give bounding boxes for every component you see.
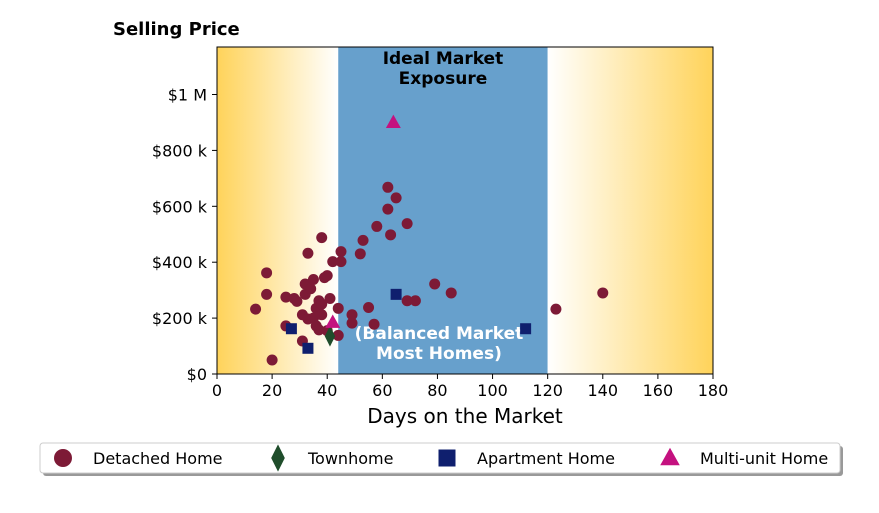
detached-home-point (332, 302, 344, 314)
multi-unit-home-point (325, 314, 341, 328)
apartment-home-point (520, 323, 532, 335)
x-tick-label: 80 (427, 381, 447, 400)
detached-home-point (597, 287, 609, 299)
x-tick-label: 40 (317, 381, 337, 400)
legend-marker-townhome (271, 444, 285, 472)
chart-title: Selling Price (113, 19, 240, 40)
detached-home-point (313, 324, 325, 336)
detached-home-point (550, 303, 562, 315)
band-top-label-line: Exposure (399, 69, 488, 89)
detached-home-point (385, 229, 397, 241)
detached-home-point (335, 246, 347, 258)
detached-home-point (363, 301, 375, 313)
detached-home-point (382, 203, 394, 215)
detached-home-point (335, 256, 347, 268)
x-tick-label: 180 (698, 381, 729, 400)
detached-home-point (445, 287, 457, 299)
y-tick-label: $400 k (152, 253, 208, 272)
data-points (250, 114, 609, 366)
y-tick-label: $800 k (152, 141, 208, 160)
legend: Detached Home Townhome Apartment Home Multi… (39, 442, 843, 476)
band-bottom-label-line: Most Homes) (376, 344, 502, 364)
legend-label-detached-home: Detached Home (93, 449, 223, 468)
detached-home-point (261, 267, 273, 279)
detached-home-point (280, 291, 292, 303)
multi-unit-home-point (385, 114, 401, 128)
apartment-home-point (390, 288, 402, 300)
detached-home-point (401, 295, 413, 307)
detached-home-point (382, 181, 394, 193)
legend-label-multi-unit-home: Multi-unit Home (700, 449, 828, 468)
detached-home-point (316, 298, 328, 310)
y-tick-label: $600 k (152, 197, 208, 216)
detached-home-point (291, 295, 303, 307)
detached-home-point (261, 288, 273, 300)
detached-home-point (302, 247, 314, 259)
x-tick-label: 120 (532, 381, 563, 400)
legend-marker-detached-home (54, 449, 72, 467)
townhome-point (324, 325, 336, 347)
right-gradient-region (547, 47, 713, 374)
x-axis: 0 20 40 60 80 100 120 140 160 180 (212, 374, 728, 400)
detached-home-point (346, 317, 358, 329)
legend-label-townhome: Townhome (307, 449, 393, 468)
x-tick-label: 160 (643, 381, 674, 400)
plot-background (217, 47, 713, 374)
x-axis-title: Days on the Market (367, 404, 563, 428)
x-tick-label: 0 (212, 381, 222, 400)
detached-home-point (346, 309, 358, 321)
legend-marker-multi-unit-home (660, 447, 680, 466)
plot-frame (216, 46, 714, 375)
detached-home-point (266, 354, 278, 366)
x-tick-label: 60 (372, 381, 392, 400)
detached-home-point (371, 220, 383, 232)
legend-label-apartment-home: Apartment Home (477, 449, 615, 468)
detached-home-point (357, 234, 369, 246)
legend-marker-apartment-home (438, 449, 456, 467)
y-tick-label: $0 (187, 365, 207, 384)
detached-home-point (316, 309, 328, 321)
band-bottom-label-line: (Balanced Market (355, 324, 524, 344)
detached-home-point (327, 256, 339, 268)
x-tick-label: 20 (262, 381, 282, 400)
detached-home-point (307, 274, 319, 286)
y-axis: $0 $200 k $400 k $600 k $800 k $1 M (152, 86, 217, 384)
detached-home-point (332, 329, 344, 341)
detached-home-point (305, 283, 317, 295)
detached-home-point (250, 303, 262, 315)
detached-home-point (401, 218, 413, 230)
x-tick-label: 100 (477, 381, 508, 400)
detached-home-point (409, 295, 421, 307)
y-tick-label: $1 M (168, 86, 207, 105)
apartment-home-point (302, 342, 314, 354)
y-tick-label: $200 k (152, 309, 208, 328)
x-tick-label: 140 (588, 381, 619, 400)
apartment-home-point (285, 323, 297, 335)
detached-home-point (354, 248, 366, 260)
detached-home-point (316, 232, 328, 244)
detached-home-point (368, 318, 380, 330)
detached-home-point (390, 192, 402, 204)
band-top-label-line: Ideal Market (383, 49, 504, 69)
detached-home-point (324, 293, 336, 305)
detached-home-point (321, 270, 333, 282)
detached-home-point (429, 278, 441, 290)
